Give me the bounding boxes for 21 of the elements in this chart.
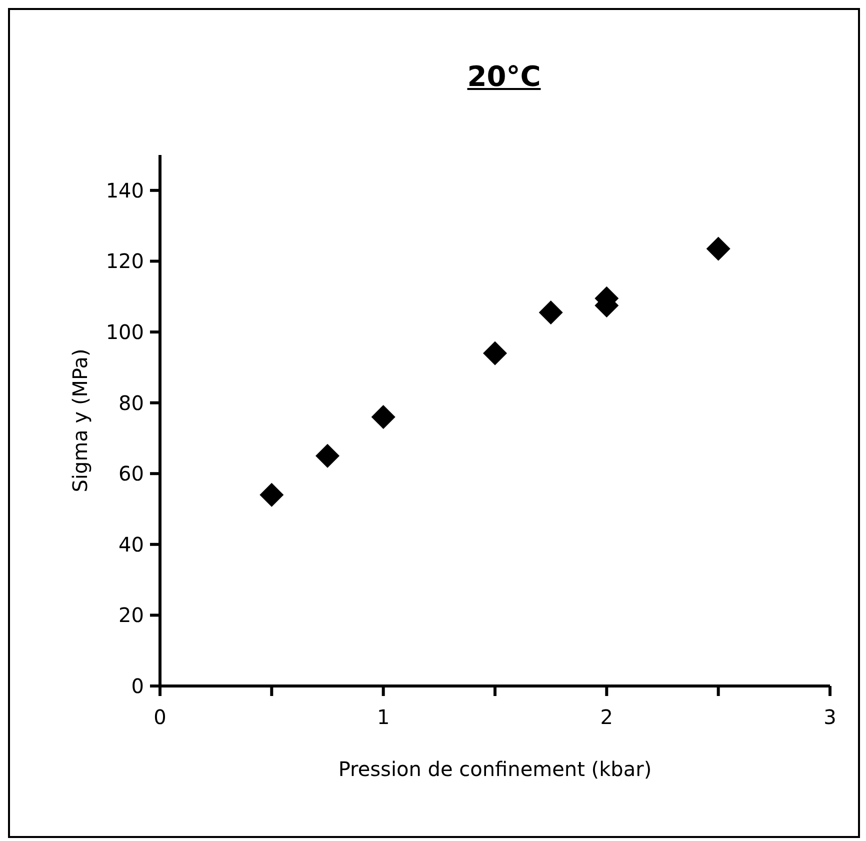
y-tick-label: 60 bbox=[118, 462, 144, 486]
point bbox=[316, 444, 340, 468]
x-tick-label: 2 bbox=[600, 705, 614, 729]
point bbox=[706, 236, 730, 261]
chart-title: 20°C bbox=[466, 60, 542, 93]
point bbox=[371, 404, 396, 429]
x-tick-label: 0 bbox=[154, 705, 166, 729]
y-tick-label: 120 bbox=[106, 249, 144, 274]
x-tick-label: 3 bbox=[824, 705, 836, 729]
x-tick-label: 1 bbox=[376, 705, 390, 729]
y-tick-label: 20 bbox=[118, 603, 144, 628]
y-tick-label: 80 bbox=[118, 390, 144, 415]
y-tick-label: 100 bbox=[106, 320, 144, 344]
point bbox=[260, 482, 284, 507]
point bbox=[483, 341, 507, 366]
point bbox=[538, 300, 563, 325]
y-tick-label: 40 bbox=[118, 532, 144, 556]
x-axis-title: Pression de confinement (kbar) bbox=[338, 757, 652, 781]
y-tick-label: 0 bbox=[131, 674, 144, 698]
y-tick-label: 140 bbox=[106, 178, 144, 202]
y-axis-title: Sigma y (MPa) bbox=[68, 348, 92, 492]
